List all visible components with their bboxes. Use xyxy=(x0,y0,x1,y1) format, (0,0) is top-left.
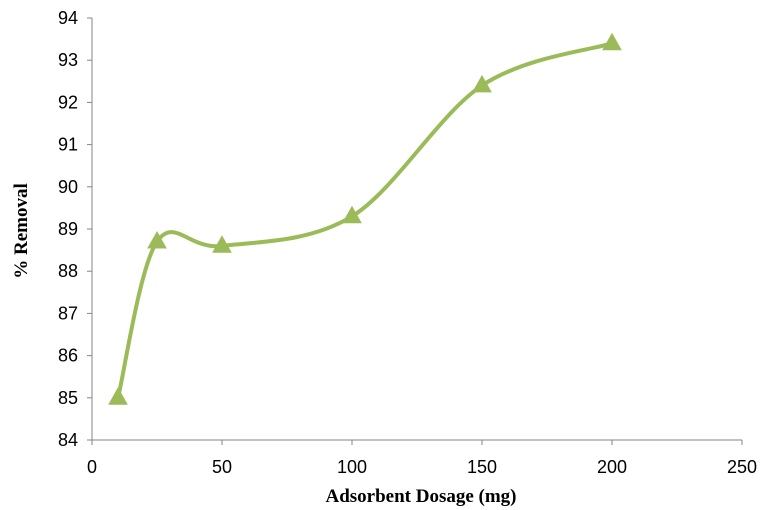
y-tick-label: 93 xyxy=(58,50,78,70)
axes xyxy=(87,17,743,445)
data-point-marker xyxy=(147,231,167,249)
data-point-marker xyxy=(472,74,492,93)
y-tick-label: 92 xyxy=(58,92,78,112)
y-tick-label: 91 xyxy=(58,135,78,155)
y-tick-label: 85 xyxy=(58,388,78,408)
y-tick-label: 84 xyxy=(58,430,78,450)
y-tick-label: 89 xyxy=(58,219,78,239)
plot-area xyxy=(108,32,622,405)
y-tick-label: 94 xyxy=(58,8,78,28)
x-tick-label: 250 xyxy=(727,457,757,477)
data-point-marker xyxy=(212,235,232,253)
data-point-marker xyxy=(342,205,362,224)
data-point-marker xyxy=(602,32,622,51)
x-axis-title: Adsorbent Dosage (mg) xyxy=(325,486,516,507)
x-tick-label: 50 xyxy=(212,457,232,477)
y-tick-label: 90 xyxy=(58,177,78,197)
x-tick-label: 150 xyxy=(467,457,497,477)
series-line xyxy=(116,41,614,400)
y-tick-label: 88 xyxy=(58,261,78,281)
y-tick-label: 87 xyxy=(58,303,78,323)
x-tick-label: 0 xyxy=(87,457,97,477)
x-tick-label: 200 xyxy=(597,457,627,477)
y-axis-title: % Removal xyxy=(11,183,32,279)
x-tick-label: 100 xyxy=(337,457,367,477)
y-tick-label: 86 xyxy=(58,346,78,366)
data-point-marker xyxy=(108,387,128,405)
tick-labels: 84 85 86 87 88 89 90 91 92 93 94 0 50 100 150 200 250 xyxy=(58,8,757,477)
